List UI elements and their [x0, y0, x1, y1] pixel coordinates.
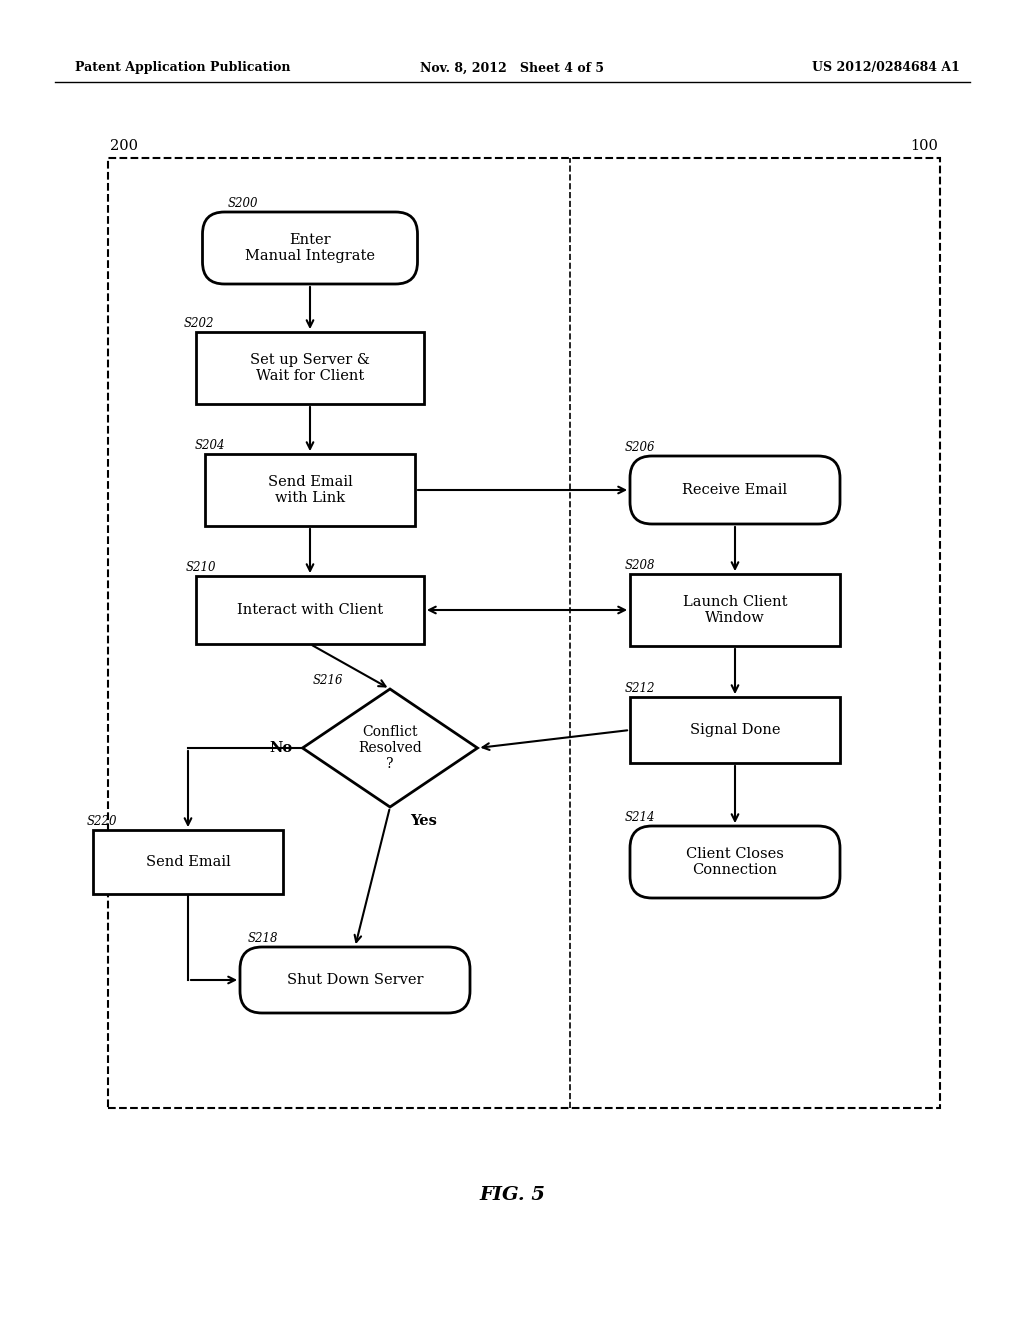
FancyBboxPatch shape: [203, 213, 418, 284]
Text: US 2012/0284684 A1: US 2012/0284684 A1: [812, 62, 961, 74]
Text: Receive Email: Receive Email: [682, 483, 787, 498]
Text: Send Email: Send Email: [145, 855, 230, 869]
Text: Send Email
with Link: Send Email with Link: [267, 475, 352, 506]
Text: FIG. 5: FIG. 5: [479, 1185, 545, 1204]
Text: S216: S216: [312, 675, 343, 686]
Text: S206: S206: [625, 441, 655, 454]
Bar: [630, 697, 840, 763]
Text: S212: S212: [625, 682, 655, 696]
FancyBboxPatch shape: [240, 946, 470, 1012]
Text: Set up Server &
Wait for Client: Set up Server & Wait for Client: [250, 352, 370, 383]
FancyBboxPatch shape: [630, 455, 840, 524]
Text: S204: S204: [195, 440, 225, 451]
Text: Patent Application Publication: Patent Application Publication: [75, 62, 291, 74]
Bar: [196, 333, 424, 404]
Text: Enter
Manual Integrate: Enter Manual Integrate: [245, 232, 375, 263]
Bar: [205, 454, 415, 525]
Bar: [196, 576, 424, 644]
Text: Shut Down Server: Shut Down Server: [287, 973, 423, 987]
Bar: [630, 574, 840, 645]
Text: Nov. 8, 2012   Sheet 4 of 5: Nov. 8, 2012 Sheet 4 of 5: [420, 62, 604, 74]
Text: 100: 100: [910, 139, 938, 153]
Bar: [93, 830, 283, 894]
Text: Launch Client
Window: Launch Client Window: [683, 595, 787, 626]
Text: S200: S200: [227, 197, 258, 210]
Text: S208: S208: [625, 558, 655, 572]
Text: S214: S214: [625, 810, 655, 824]
Text: Signal Done: Signal Done: [690, 723, 780, 737]
Text: 200: 200: [110, 139, 138, 153]
FancyBboxPatch shape: [630, 826, 840, 898]
Text: S218: S218: [248, 932, 279, 945]
Text: Client Closes
Connection: Client Closes Connection: [686, 847, 784, 876]
Text: S220: S220: [87, 814, 118, 828]
Text: Yes: Yes: [410, 814, 437, 828]
Bar: [108, 158, 940, 1107]
Text: Interact with Client: Interact with Client: [237, 603, 383, 616]
Text: S202: S202: [184, 317, 214, 330]
Text: No: No: [269, 741, 292, 755]
Text: Conflict
Resolved
?: Conflict Resolved ?: [358, 725, 422, 771]
Text: S210: S210: [186, 561, 216, 574]
Polygon shape: [302, 689, 477, 807]
